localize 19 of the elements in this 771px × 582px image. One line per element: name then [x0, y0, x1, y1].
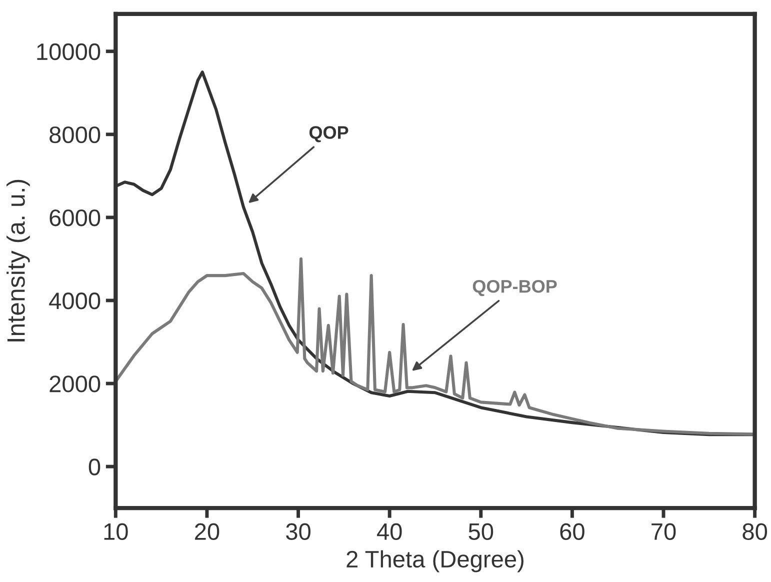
x-tick-label: 30: [286, 523, 310, 540]
x-axis-title: 2 Theta (Degree): [346, 550, 524, 572]
y-axis-title: Intensity (a. u.): [6, 180, 30, 342]
y-tick-label: 0: [88, 458, 100, 476]
y-tick-label: 2000: [50, 376, 100, 392]
x-tick-label: 60: [560, 523, 584, 540]
y-tick-label: 10000: [37, 43, 100, 60]
x-tick-label: 70: [652, 523, 676, 540]
x-tick-label: 20: [195, 523, 220, 540]
x-tick-label: 50: [468, 523, 494, 540]
x-tick-label: 40: [376, 523, 402, 540]
annotation: QOP: [309, 126, 348, 142]
x-tick-label: 80: [742, 523, 768, 540]
line-series: [116, 257, 755, 436]
y-tick-label: 6000: [50, 209, 100, 226]
y-tick-label: 8000: [50, 126, 100, 144]
x-tick-label: 10: [104, 523, 128, 540]
annotation: QOP-BOP: [472, 280, 557, 296]
y-tick-label: 4000: [49, 292, 100, 310]
